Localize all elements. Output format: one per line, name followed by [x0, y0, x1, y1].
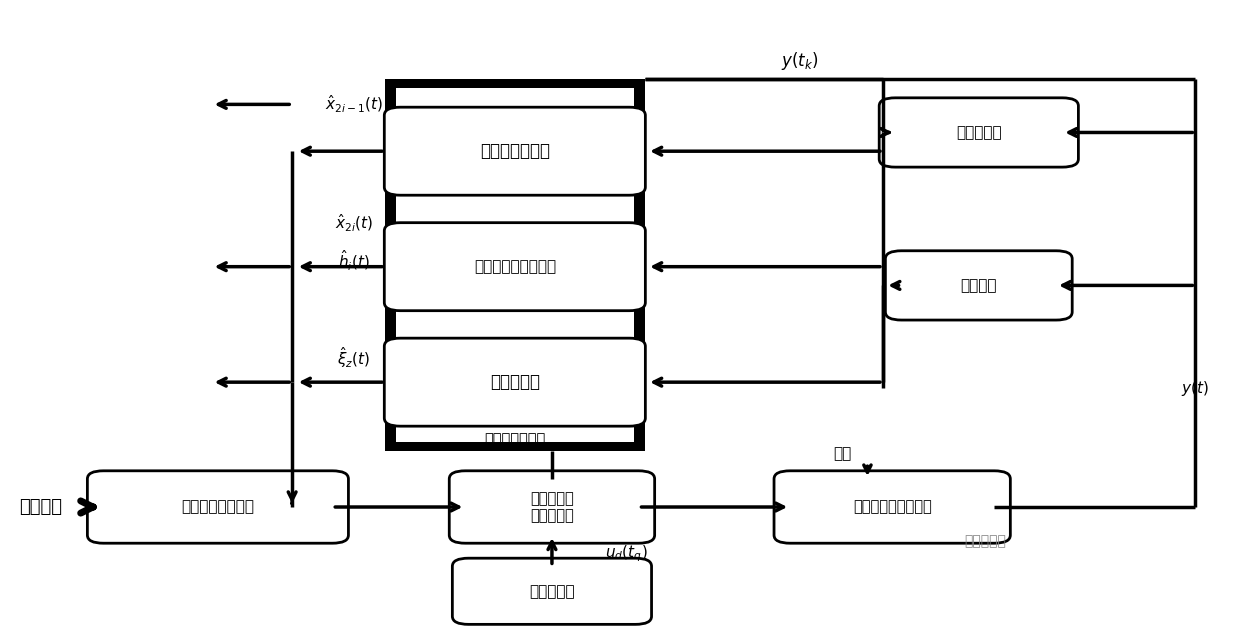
FancyBboxPatch shape — [774, 471, 1011, 543]
FancyBboxPatch shape — [384, 223, 645, 311]
Text: 模糊状态观测器: 模糊状态观测器 — [480, 142, 549, 161]
Text: $\hat{x}_{2i-1}(t)$: $\hat{x}_{2i-1}(t)$ — [325, 93, 383, 115]
Text: 事件触发一: 事件触发一 — [956, 125, 1002, 140]
Bar — [396, 88, 634, 443]
Text: 干扰观测器: 干扰观测器 — [490, 373, 539, 391]
FancyBboxPatch shape — [384, 338, 645, 426]
FancyBboxPatch shape — [87, 471, 348, 543]
FancyBboxPatch shape — [885, 251, 1073, 320]
FancyBboxPatch shape — [384, 107, 645, 195]
Text: $\hat{h}_i(t)$: $\hat{h}_i(t)$ — [339, 248, 370, 273]
Text: 事件触发二: 事件触发二 — [529, 584, 575, 599]
Text: $u_d(t_q)$: $u_d(t_q)$ — [605, 544, 647, 564]
Text: 干扰: 干扰 — [833, 446, 852, 461]
FancyBboxPatch shape — [879, 98, 1079, 167]
Text: 观测误差: 观测误差 — [961, 278, 997, 293]
Text: 自适应滑模控制器: 自适应滑模控制器 — [181, 500, 254, 515]
Text: 执行器故障: 执行器故障 — [963, 534, 1006, 549]
Text: $\hat{x}_{2i}(t)$: $\hat{x}_{2i}(t)$ — [335, 213, 373, 234]
FancyBboxPatch shape — [449, 471, 655, 543]
FancyBboxPatch shape — [453, 558, 651, 624]
Text: $y(t_k)$: $y(t_k)$ — [781, 50, 818, 71]
Text: 模糊综合观测器: 模糊综合观测器 — [484, 432, 546, 447]
Text: 参考信号: 参考信号 — [20, 498, 62, 516]
Bar — [384, 80, 645, 451]
Text: 故障失效因子观测器: 故障失效因子观测器 — [474, 259, 556, 274]
Text: 基于事件触
发的控制器: 基于事件触 发的控制器 — [529, 491, 574, 523]
Text: $y(t)$: $y(t)$ — [1182, 379, 1209, 398]
Text: 一类非线性控制系统: 一类非线性控制系统 — [853, 500, 931, 515]
Text: $\hat{\xi}_z(t)$: $\hat{\xi}_z(t)$ — [337, 345, 371, 370]
